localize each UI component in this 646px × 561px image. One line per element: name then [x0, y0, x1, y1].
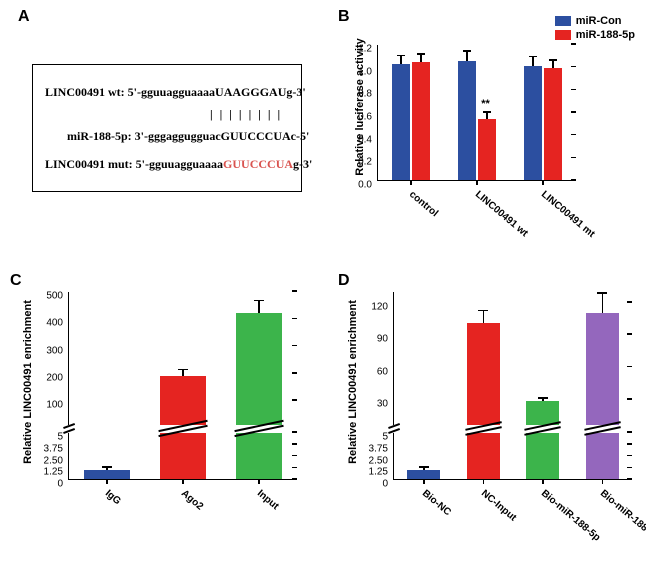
linc-wt-label: LINC00491 wt:	[45, 85, 125, 99]
xlabel: NC-Input	[479, 488, 518, 524]
legend-label-mircon: miR-Con	[576, 15, 622, 27]
panel-b-bar	[412, 62, 430, 180]
panel-b-bar	[392, 64, 410, 180]
xlabel: Input	[255, 488, 281, 512]
legend-swatch-mircon	[555, 16, 571, 26]
bar	[407, 470, 440, 479]
panel-b-chart: Relative luciferase activity miR-Con miR…	[345, 15, 635, 250]
xlabel: IgG	[103, 488, 123, 507]
linc-wt-seq-site: UAAGGGAU	[215, 85, 286, 99]
legend-swatch-mir188	[555, 30, 571, 40]
panel-b-plot: 0.00.20.40.60.81.01.2controlLINC00491 wt…	[377, 45, 575, 181]
bar	[526, 401, 559, 479]
panel-b-bar	[478, 119, 496, 180]
xlabel: Bio-miR-188-5p-input	[598, 488, 646, 561]
panel-a-label: A	[18, 8, 30, 26]
panel-d-chart: Relative LINC00491 enrichment 01.252.503…	[345, 280, 645, 540]
linc-mut-seq-site: GUUCCCUA	[223, 157, 293, 171]
panel-b-ylabel: Relative luciferase activity	[354, 38, 366, 176]
panel-b-xlabel: control	[407, 189, 440, 219]
panel-d-plot: 01.252.503.755306090120Bio-NCNC-InputBio…	[393, 292, 631, 480]
panel-c-ylabel: Relative LINC00491 enrichment	[22, 300, 34, 464]
panel-b-bar	[524, 66, 542, 180]
align-marks: | | | | | | | |	[210, 105, 282, 123]
mir-label: miR-188-5p:	[67, 129, 132, 143]
panel-c-plot: 01.252.503.755100200300400500IgGAgo2Inpu…	[68, 292, 296, 480]
linc-mut-label: LINC00491 mut:	[45, 157, 133, 171]
linc-mut-seq-pre: 5'-gguuagguaaaa	[136, 157, 223, 171]
bar	[236, 313, 282, 479]
panel-a-sequence-box: LINC00491 wt: 5'-gguuagguaaaaUAAGGGAUg-3…	[32, 64, 302, 192]
panel-b-legend: miR-Con miR-188-5p	[555, 15, 635, 43]
xlabel: Bio-miR-188-5p	[539, 488, 602, 544]
xlabel: Ago2	[179, 488, 205, 512]
panel-d-ylabel: Relative LINC00491 enrichment	[347, 300, 359, 464]
sig-mark: **	[481, 98, 490, 110]
panel-b-xlabel: LINC00491 wt	[473, 189, 530, 239]
bar	[84, 470, 130, 479]
panel-b-bar	[458, 61, 476, 180]
bar	[586, 313, 619, 479]
linc-wt-seq-pre: 5'-gguuagguaaaa	[128, 85, 215, 99]
panel-b-xlabel: LINC00491 mt	[539, 189, 597, 240]
legend-label-mir188: miR-188-5p	[576, 29, 635, 41]
panel-b-bar	[544, 68, 562, 180]
xlabel: Bio-NC	[420, 488, 453, 518]
bar	[467, 323, 500, 479]
linc-mut-seq-post: g-3'	[293, 157, 312, 171]
linc-wt-seq-post: g-3'	[286, 85, 305, 99]
panel-c-chart: Relative LINC00491 enrichment 01.252.503…	[20, 280, 320, 540]
mir-seq: 3'-gggaggugguacGUUCCCUAc-5'	[135, 129, 310, 143]
